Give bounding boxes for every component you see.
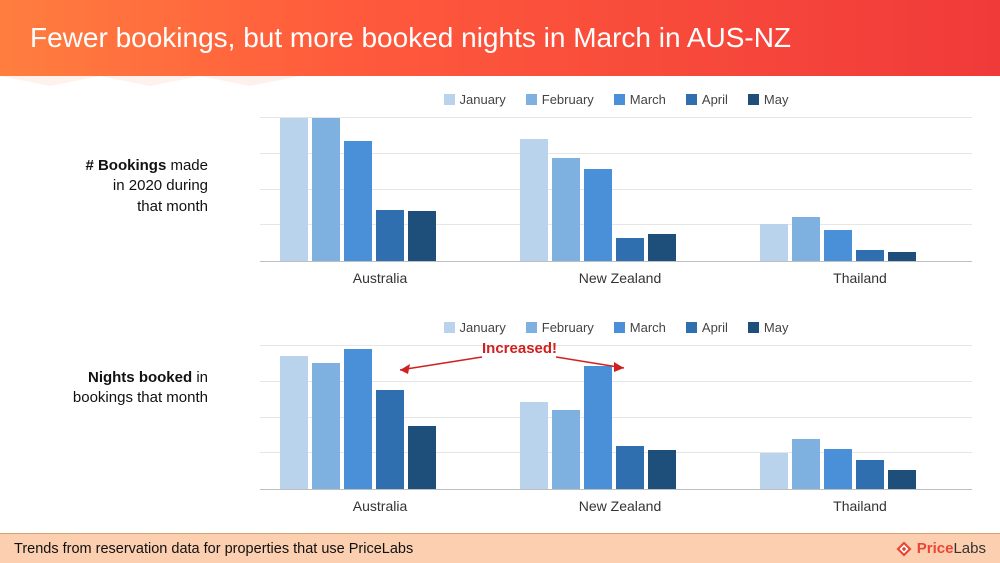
bar (760, 224, 788, 261)
legend-swatch (444, 322, 455, 333)
bar (824, 230, 852, 261)
bar (344, 141, 372, 261)
title-bar: Fewer bookings, but more booked nights i… (0, 0, 1000, 76)
x-axis-label: Australia (280, 270, 480, 286)
legend-label: March (630, 320, 666, 335)
legend-swatch (686, 322, 697, 333)
xaxis-nights: Australia New Zealand Thailand (260, 492, 972, 516)
legend-label: April (702, 320, 728, 335)
chart-row-bookings: # Bookings madein 2020 duringthat month … (0, 92, 972, 288)
legend-swatch (526, 322, 537, 333)
brand-logo-label: PriceLabs (895, 540, 986, 558)
legend-item: February (526, 320, 594, 335)
bar (792, 217, 820, 261)
legend-item: April (686, 320, 728, 335)
bar (344, 349, 372, 489)
bar-group (760, 118, 960, 261)
legend-item: May (748, 320, 789, 335)
legend-swatch (526, 94, 537, 105)
legend-bookings: January February March April May (260, 92, 972, 108)
bar (616, 446, 644, 489)
bar (280, 118, 308, 261)
x-axis-label: Australia (280, 498, 480, 514)
legend-label: April (702, 92, 728, 107)
slide-body: # Bookings madein 2020 duringthat month … (0, 92, 1000, 533)
legend-swatch (614, 94, 625, 105)
x-axis-label: New Zealand (520, 270, 720, 286)
legend-item: March (614, 320, 666, 335)
bar (856, 250, 884, 261)
legend-swatch (686, 94, 697, 105)
legend-label: May (764, 92, 789, 107)
bar (312, 363, 340, 489)
legend-label: March (630, 92, 666, 107)
legend-swatch (748, 94, 759, 105)
xaxis-bookings: Australia New Zealand Thailand (260, 264, 972, 288)
bar (792, 439, 820, 489)
footer-text: Trends from reservation data for propert… (14, 541, 413, 557)
legend-item: May (748, 92, 789, 107)
bar (312, 118, 340, 261)
legend-item: March (614, 92, 666, 107)
bar (584, 169, 612, 261)
bar (376, 210, 404, 261)
bar (760, 453, 788, 489)
bar (376, 390, 404, 489)
bar-group (280, 118, 480, 261)
callout-arrow-left (390, 354, 484, 376)
footer-bar: Trends from reservation data for propert… (0, 533, 1000, 563)
plot-bookings (260, 118, 972, 262)
legend-item: January (444, 320, 506, 335)
bar (888, 470, 916, 489)
bar (856, 460, 884, 489)
slide: Fewer bookings, but more booked nights i… (0, 0, 1000, 563)
bar (888, 252, 916, 261)
chart-row-nights: Nights booked inbookings that month Janu… (0, 320, 972, 516)
legend-label: February (542, 320, 594, 335)
legend-label: January (460, 320, 506, 335)
brand-icon (895, 540, 913, 558)
slide-title: Fewer bookings, but more booked nights i… (30, 22, 791, 54)
legend-label: May (764, 320, 789, 335)
legend-item: February (526, 92, 594, 107)
row-label-nights: Nights booked inbookings that month (28, 368, 208, 409)
legend-swatch (444, 94, 455, 105)
chart-area-bookings: January February March April May Australia Ne… (260, 92, 972, 288)
bar-group (760, 346, 960, 489)
chart-area-nights: January February March April May Australia Ne… (260, 320, 972, 516)
legend-nights: January February March April May (260, 320, 972, 336)
bar (280, 356, 308, 489)
legend-item: April (686, 92, 728, 107)
legend-item: January (444, 92, 506, 107)
row-label-bookings: # Bookings madein 2020 duringthat month (28, 156, 208, 217)
x-axis-label: New Zealand (520, 498, 720, 514)
bar (552, 410, 580, 489)
callout-arrow-right (556, 354, 636, 376)
x-axis-label: Thailand (760, 270, 960, 286)
bar (648, 450, 676, 489)
legend-label: February (542, 92, 594, 107)
bar (648, 234, 676, 261)
callout-increased: Increased! (482, 340, 557, 357)
x-axis-label: Thailand (760, 498, 960, 514)
bar (552, 158, 580, 261)
brand-suffix: Labs (953, 540, 986, 557)
bar (616, 238, 644, 261)
bar (408, 426, 436, 489)
bar-group (520, 118, 720, 261)
bar (408, 211, 436, 261)
bar (584, 366, 612, 489)
bar (824, 449, 852, 489)
bar (520, 139, 548, 261)
legend-swatch (614, 322, 625, 333)
brand-prefix: Price (917, 540, 954, 557)
bar (520, 402, 548, 489)
legend-swatch (748, 322, 759, 333)
legend-label: January (460, 92, 506, 107)
